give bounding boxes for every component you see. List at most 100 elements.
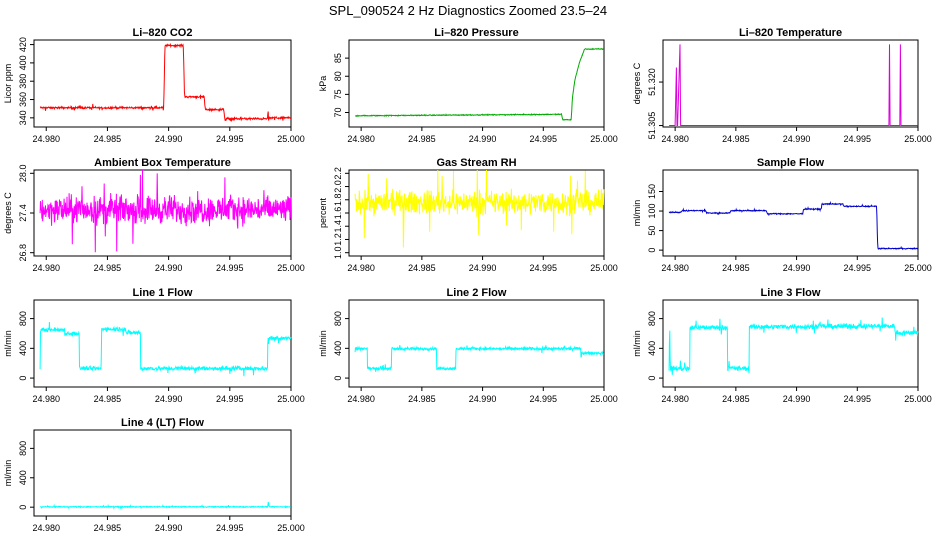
data-series-line [668,317,919,375]
x-tick-label: 24.985 [722,263,750,273]
x-tick-label: 24.980 [347,263,375,273]
panels-container: Li–820 CO2 24.980 24.985 24.990 24.995 25.000… [3,27,932,533]
x-tick-label: 24.995 [530,134,558,144]
y-tick-label: 70 [333,107,343,117]
x-tick-label: 25.000 [590,134,618,144]
panel-title: Line 3 Flow [761,287,821,299]
chart-panel-6: Sample Flow 24.980 24.985 24.990 24.995 25.00… [632,157,932,273]
y-tick-label: 150 [647,184,657,199]
x-tick-label: 24.985 [408,394,436,404]
x-tick-label: 24.985 [408,263,436,273]
y-tick-label: 1.0 [333,246,343,259]
x-tick-label: 24.980 [32,394,60,404]
data-series-line [39,501,291,510]
data-series-line [355,47,604,121]
y-tick-label: 800 [647,311,657,326]
y-tick-label: 75 [333,89,343,99]
y-tick-label: 51.305 [647,112,657,140]
x-tick-label: 24.995 [216,394,244,404]
y-tick-label: 85 [333,53,343,63]
x-tick-label: 24.990 [783,263,811,273]
y-tick-label: 400 [18,341,28,356]
y-tick-label: 1.2 [333,233,343,246]
x-tick-label: 25.000 [904,394,932,404]
chart-panel-4: Ambient Box Temperature 24.980 24.985 24.99… [3,157,305,273]
y-axis-label: ml/min [632,200,642,227]
y-tick-label: 0 [647,248,657,253]
y-tick-label: 800 [18,441,28,456]
plot-frame [33,39,292,128]
x-tick-label: 24.995 [530,394,558,404]
y-axis-label: percent [318,197,328,228]
x-tick-label: 25.000 [590,263,618,273]
x-tick-label: 24.990 [783,394,811,404]
x-tick-label: 24.980 [32,263,60,273]
x-tick-label: 24.990 [783,134,811,144]
data-series-line [669,44,918,126]
y-axis-label: ml/min [318,330,328,357]
plot-frame [33,429,292,517]
y-tick-label: 400 [18,55,28,70]
y-tick-label: 360 [18,92,28,107]
plot-frame [33,299,292,388]
data-series-line [39,321,292,377]
y-axis-label: kPa [318,76,328,92]
x-tick-label: 25.000 [904,263,932,273]
y-axis-label: ml/min [3,460,13,487]
x-tick-label: 24.990 [155,134,183,144]
x-tick-label: 24.990 [469,263,497,273]
y-tick-label: 80 [333,71,343,81]
y-tick-label: 400 [18,470,28,485]
y-tick-label: 2.0 [333,180,343,193]
x-tick-label: 24.980 [32,523,60,533]
data-series-line [668,200,919,251]
chart-panel-10: Line 4 (LT) Flow 24.980 24.985 24.990 24.995… [3,417,305,533]
y-tick-label: 380 [18,74,28,89]
x-tick-label: 25.000 [277,263,305,273]
x-tick-label: 24.980 [32,134,60,144]
x-tick-label: 24.990 [155,523,183,533]
panel-title: Line 2 Flow [447,287,507,299]
x-tick-label: 24.995 [844,394,872,404]
plot-frame [348,299,605,388]
y-tick-label: 51.320 [647,68,657,96]
x-tick-label: 24.990 [469,134,497,144]
panel-title: Gas Stream RH [436,157,516,169]
plot-frame [662,169,919,257]
panel-title: Ambient Box Temperature [94,157,231,169]
panel-title: Li–820 Temperature [739,27,842,39]
panel-title: Line 1 Flow [133,287,193,299]
x-tick-label: 24.995 [216,523,244,533]
y-tick-label: 100 [647,204,657,219]
x-tick-label: 24.985 [722,394,750,404]
y-tick-label: 340 [18,110,28,125]
x-tick-label: 24.980 [661,263,689,273]
x-tick-label: 24.980 [661,394,689,404]
x-tick-label: 25.000 [277,523,305,533]
data-series-line [354,345,605,372]
y-axis-label: ml/min [632,330,642,357]
x-tick-label: 24.995 [844,263,872,273]
y-axis-label: degrees C [632,62,642,104]
chart-panel-7: Line 1 Flow 24.980 24.985 24.990 24.995 25.00… [3,287,305,404]
x-tick-label: 25.000 [904,134,932,144]
x-tick-label: 24.995 [844,134,872,144]
y-tick-label: 50 [647,226,657,236]
y-axis-label: Licor ppm [3,64,13,104]
y-tick-label: 420 [18,37,28,52]
y-tick-label: 1.6 [333,207,343,220]
y-tick-label: 800 [18,311,28,326]
y-tick-label: 27.4 [18,204,28,222]
y-tick-label: 26.8 [18,244,28,262]
y-tick-label: 400 [647,341,657,356]
panel-title: Li–820 CO2 [133,27,193,39]
x-tick-label: 24.985 [722,134,750,144]
chart-panel-3: Li–820 Temperature 24.980 24.985 24.990 24.9… [632,27,932,144]
x-tick-label: 24.985 [94,263,122,273]
x-tick-label: 24.985 [408,134,436,144]
x-tick-label: 24.995 [530,263,558,273]
page-title: SPL_090524 2 Hz Diagnostics Zoomed 23.5–… [329,3,607,18]
data-series-line [39,169,292,253]
chart-panel-1: Li–820 CO2 24.980 24.985 24.990 24.995 25.000… [3,27,305,144]
